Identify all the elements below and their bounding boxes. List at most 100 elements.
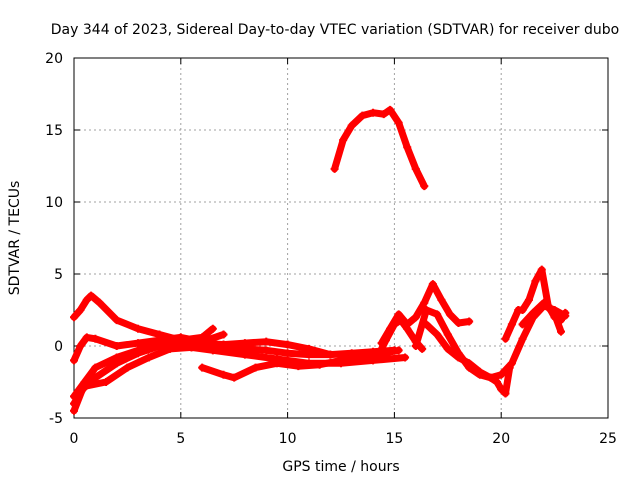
- data-point: [529, 308, 538, 317]
- x-tick-label: 25: [599, 431, 617, 447]
- data-point: [373, 353, 382, 362]
- data-point: [445, 310, 454, 319]
- data-point: [155, 339, 164, 348]
- axis-ticks: 0 5 10 15 20 25 -5 0 5 10 15 20: [45, 51, 617, 447]
- data-point: [524, 295, 533, 304]
- data-point: [394, 118, 403, 127]
- data-point: [475, 367, 484, 376]
- data-point: [208, 346, 217, 355]
- data-point: [134, 339, 143, 348]
- data-point: [240, 339, 249, 348]
- data-point: [454, 353, 463, 362]
- data-point: [102, 378, 111, 386]
- data-point: [550, 310, 559, 319]
- data-point: [262, 346, 271, 355]
- data-point: [219, 340, 228, 349]
- data-point: [443, 344, 452, 353]
- data-point: [561, 308, 570, 317]
- data-point: [518, 320, 527, 329]
- x-tick-label: 20: [492, 431, 510, 447]
- data-point: [403, 143, 412, 152]
- data-point: [531, 277, 540, 286]
- data-point: [240, 350, 249, 359]
- data-point: [76, 342, 85, 350]
- data-point: [112, 353, 121, 362]
- data-point: [358, 111, 367, 120]
- data-point: [91, 373, 100, 382]
- data-point: [420, 182, 429, 191]
- data-point: [134, 324, 143, 333]
- data-point: [401, 353, 410, 362]
- data-point: [507, 359, 516, 368]
- data-point: [403, 320, 412, 329]
- data-point: [70, 313, 78, 322]
- data-point: [422, 320, 431, 329]
- data-point: [294, 362, 303, 371]
- data-point: [437, 295, 446, 304]
- data-point: [82, 333, 91, 342]
- data-point: [283, 340, 292, 349]
- data-point: [70, 406, 78, 415]
- data-point: [377, 339, 386, 348]
- data-point: [539, 298, 548, 307]
- x-axis-label: GPS time / hours: [282, 459, 399, 475]
- data-point: [70, 356, 78, 365]
- data-point: [283, 349, 292, 358]
- x-tick-label: 5: [176, 431, 185, 447]
- data-point: [70, 399, 78, 408]
- data-point: [187, 343, 196, 352]
- data-point: [428, 280, 437, 289]
- data-point: [501, 334, 510, 343]
- data-point: [166, 344, 175, 353]
- data-point: [358, 353, 367, 362]
- data-point: [501, 389, 510, 398]
- data-point: [219, 370, 228, 379]
- data-point: [144, 353, 153, 362]
- data-point: [465, 359, 474, 368]
- data-point: [91, 334, 100, 343]
- data-point: [272, 359, 281, 368]
- data-point: [418, 344, 427, 353]
- data-point: [219, 330, 228, 339]
- data-point: [347, 121, 356, 130]
- data-point: [394, 346, 403, 355]
- data-point: [394, 310, 403, 319]
- data-point: [95, 298, 104, 307]
- data-point: [433, 330, 442, 339]
- data-point: [537, 265, 546, 274]
- data-point: [198, 363, 207, 372]
- data-point: [315, 360, 324, 369]
- data-point: [176, 336, 185, 345]
- plot-frame: [73, 57, 609, 419]
- data-point: [497, 385, 506, 394]
- data-point: [262, 337, 271, 346]
- data-point: [486, 373, 495, 382]
- data-point: [518, 334, 527, 343]
- data-point: [379, 110, 388, 119]
- data-point: [422, 306, 431, 314]
- data-point: [326, 350, 335, 359]
- data-point: [123, 363, 132, 372]
- y-tick-label: 0: [54, 339, 63, 355]
- x-tick-label: 0: [70, 431, 79, 447]
- data-point: [91, 363, 100, 372]
- data-point: [465, 317, 474, 326]
- y-tick-label: 20: [45, 51, 63, 67]
- data-point: [112, 342, 121, 350]
- data-point: [411, 313, 420, 322]
- series-arc-a: [70, 292, 217, 344]
- data-point: [411, 342, 420, 350]
- data-point: [433, 310, 442, 319]
- data-point: [518, 306, 527, 314]
- data-point: [112, 316, 121, 325]
- data-point: [443, 330, 452, 339]
- data-point: [87, 291, 96, 300]
- y-tick-label: -5: [49, 411, 63, 427]
- y-tick-label: 15: [45, 123, 63, 139]
- data-point: [507, 320, 516, 329]
- data-point: [230, 373, 239, 382]
- data-point: [134, 346, 143, 355]
- data-point: [208, 324, 217, 333]
- data-point: [337, 356, 345, 365]
